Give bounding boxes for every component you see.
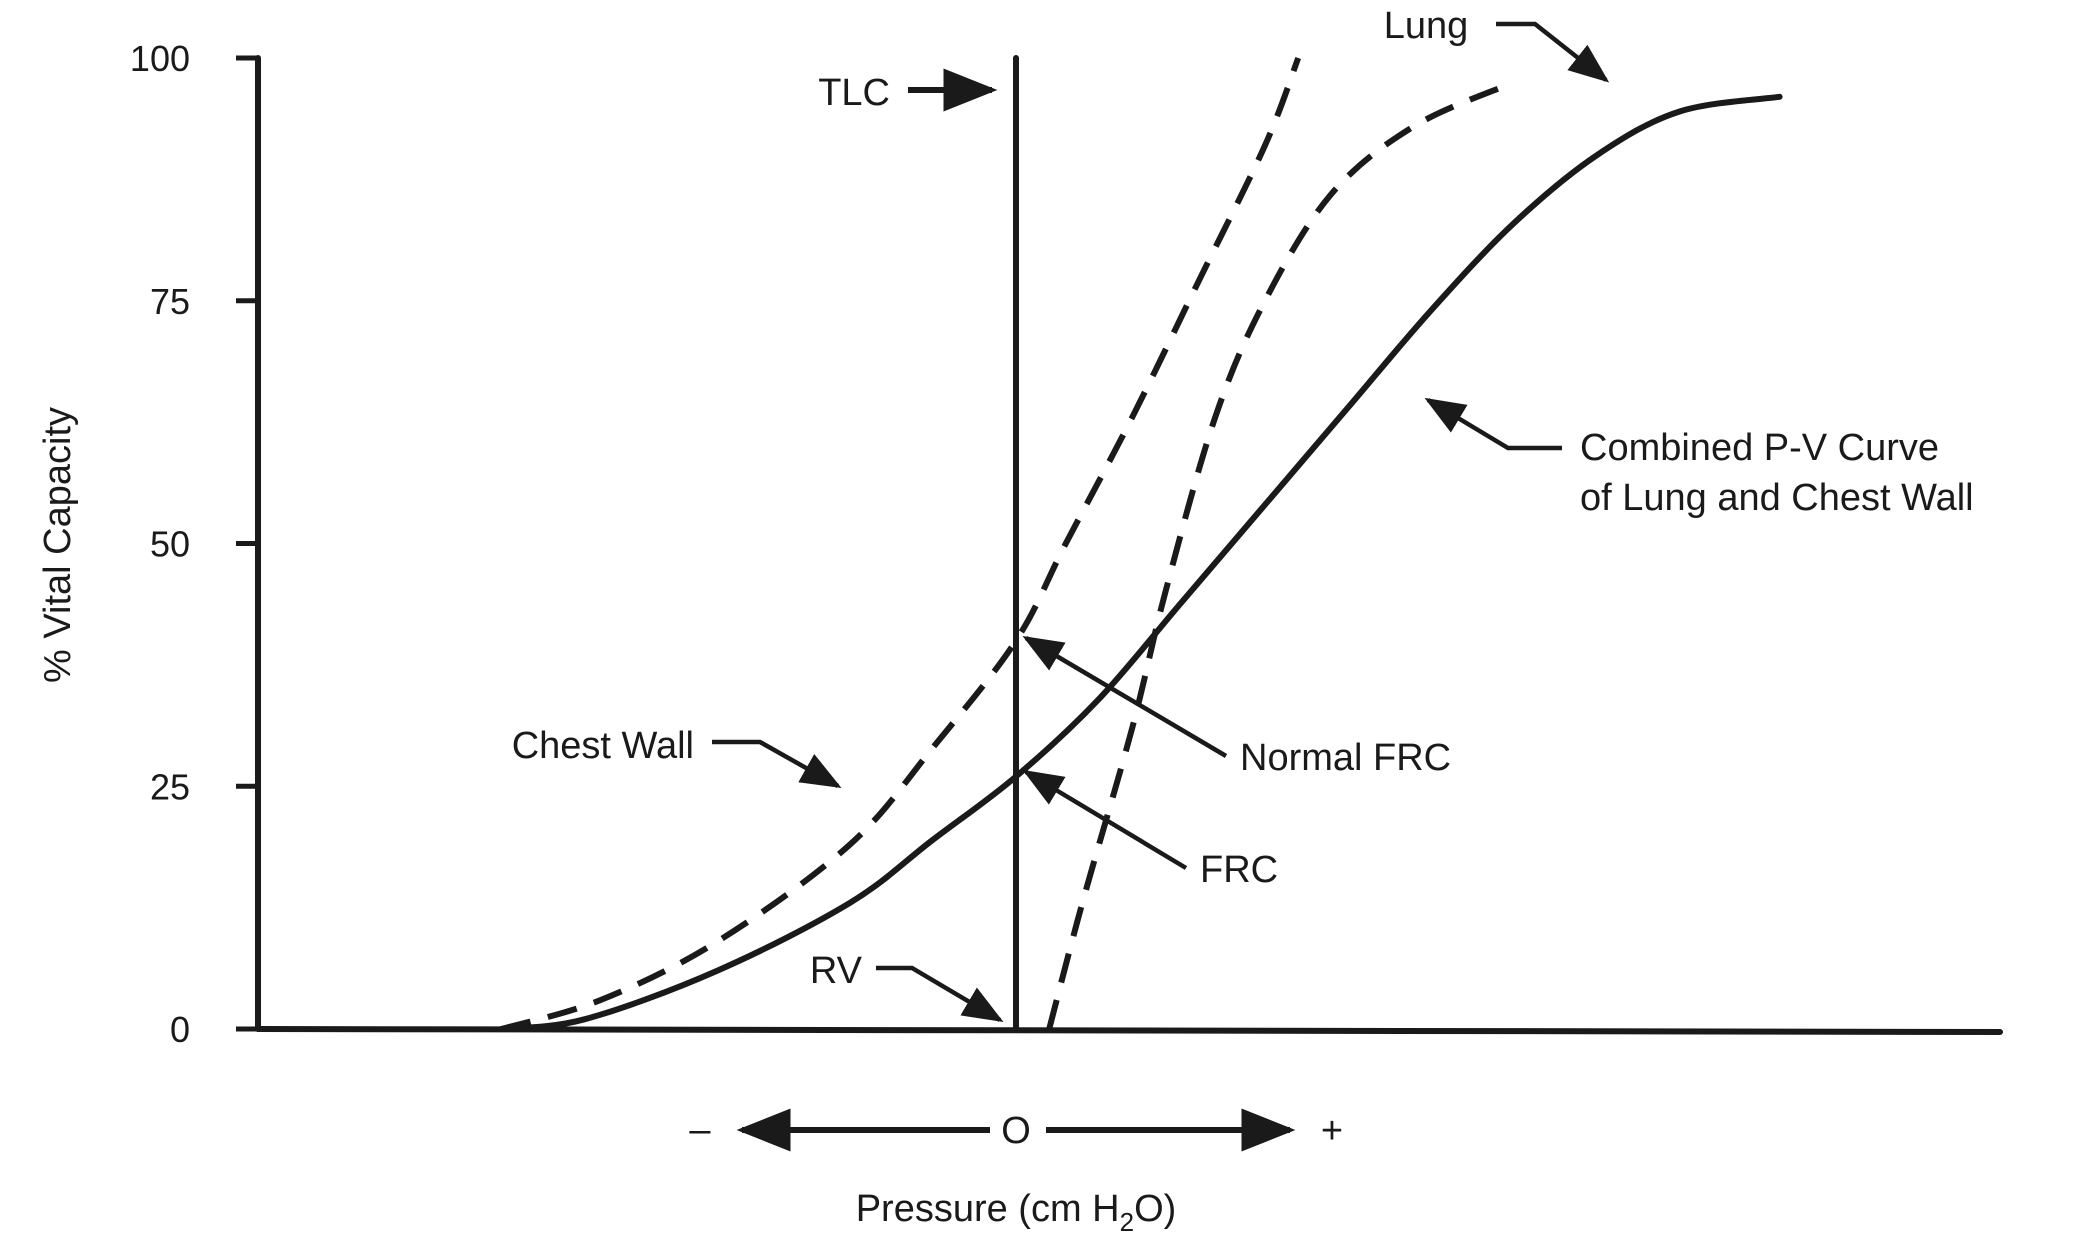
annotation-frc: FRC — [1200, 849, 1278, 891]
pressure-zero-label: O — [1001, 1110, 1031, 1152]
x-axis-title-subscript: 2 — [1120, 1207, 1134, 1237]
x-axis-title-main: Pressure (cm H — [856, 1188, 1120, 1230]
pressure-plus-label: + — [1321, 1110, 1343, 1152]
normal-frc-arrow — [1022, 635, 1228, 758]
y-tick-label: 75 — [150, 281, 190, 322]
annotation-lung: Lung — [1384, 5, 1469, 47]
combined-pv-curve — [498, 93, 1783, 1032]
rv-arrow — [876, 965, 1004, 1023]
chest-wall-arrow — [712, 739, 842, 788]
frc-arrow — [1022, 769, 1188, 870]
y-ticks: 0 25 50 75 100 — [130, 38, 258, 1050]
chest-wall-curve — [500, 56, 1302, 1032]
y-tick-label: 0 — [170, 1009, 190, 1050]
annotation-combined-line2: of Lung and Chest Wall — [1580, 477, 1974, 519]
y-axis-title: % Vital Capacity — [37, 407, 79, 683]
annotation-chest-wall: Chest Wall — [512, 725, 694, 767]
annotation-tlc: TLC — [818, 72, 890, 114]
y-tick-label: 50 — [150, 524, 190, 565]
y-tick-label: 25 — [150, 766, 190, 807]
combined-arrow — [1424, 397, 1562, 451]
annotation-rv: RV — [810, 950, 863, 992]
x-axis-line — [255, 1026, 2003, 1035]
annotation-normal-frc: Normal FRC — [1240, 737, 1451, 779]
x-axis-title-end: O) — [1134, 1188, 1176, 1230]
y-tick-label: 100 — [130, 38, 190, 79]
lung-arrow — [1496, 21, 1610, 83]
x-axis-title: Pressure (cm H2O) — [856, 1188, 1177, 1237]
pressure-minus-label: – — [689, 1109, 711, 1151]
lung-curve — [1046, 79, 1516, 1030]
annotation-combined-line1: Combined P-V Curve — [1580, 427, 1939, 469]
